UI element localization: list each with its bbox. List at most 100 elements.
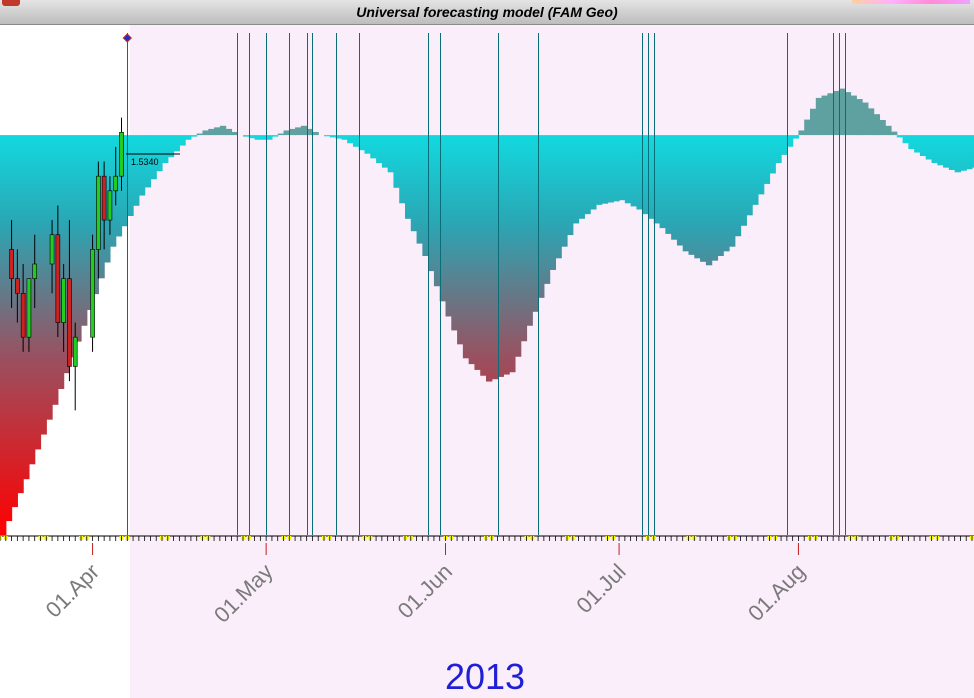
forecast-bar bbox=[185, 135, 192, 140]
forecast-bar bbox=[497, 135, 504, 377]
forecast-bar bbox=[52, 135, 59, 405]
forecast-bar bbox=[746, 135, 753, 216]
forecast-bar bbox=[613, 135, 620, 202]
forecast-bar-up bbox=[873, 114, 881, 136]
candle-body bbox=[101, 175, 107, 221]
candle-body bbox=[67, 278, 72, 367]
forecast-bar bbox=[937, 135, 944, 166]
forecast-bar bbox=[335, 135, 342, 139]
forecast-bar-up bbox=[300, 125, 308, 136]
forecast-bar bbox=[549, 135, 557, 270]
forecast-bar bbox=[561, 135, 568, 247]
forecast-bar bbox=[474, 135, 481, 370]
forecast-bar-up bbox=[208, 128, 215, 136]
forecast-bar bbox=[757, 135, 765, 195]
forecast-bar bbox=[0, 135, 7, 535]
forecast-bar bbox=[57, 135, 65, 389]
forecast-bar bbox=[167, 135, 175, 158]
forecast-bar bbox=[717, 135, 724, 256]
forecast-bar bbox=[619, 135, 626, 201]
forecast-bar bbox=[914, 135, 921, 153]
forecast-bar-up bbox=[867, 108, 875, 136]
forecast-bar bbox=[86, 135, 94, 310]
forecast-bar bbox=[69, 135, 76, 358]
price-candles bbox=[9, 117, 124, 411]
forecast-bar bbox=[324, 135, 331, 137]
forecast-bar-up bbox=[798, 130, 805, 136]
forecast-bar bbox=[676, 135, 684, 246]
forecast-bar-up bbox=[833, 90, 840, 136]
forecast-bar bbox=[405, 135, 412, 219]
forecast-bar bbox=[34, 135, 42, 450]
forecast-bar-up bbox=[295, 127, 302, 136]
forecast-bar bbox=[433, 135, 441, 287]
forecast-bar bbox=[138, 135, 146, 196]
forecast-bar bbox=[688, 135, 695, 255]
forecast-bar-up bbox=[885, 125, 892, 136]
forecast-bar-up bbox=[219, 125, 227, 136]
forecast-bar bbox=[480, 135, 487, 376]
forecast-bar bbox=[607, 135, 614, 203]
forecast-bar bbox=[190, 135, 198, 137]
forecast-bar bbox=[410, 135, 418, 232]
forecast-bar bbox=[144, 135, 152, 188]
forecast-bar bbox=[243, 135, 250, 137]
forecast-bar bbox=[734, 135, 742, 237]
forecast-bar bbox=[775, 135, 782, 163]
forecast-bar bbox=[555, 135, 562, 259]
candle-body bbox=[15, 278, 20, 294]
forecast-bar bbox=[358, 135, 366, 151]
current-price-marker: 1.5340 bbox=[126, 153, 180, 167]
forecast-bar bbox=[954, 135, 962, 173]
forecast-bar bbox=[98, 135, 105, 279]
forecast-bar-up bbox=[844, 92, 852, 136]
forecast-bar bbox=[468, 135, 476, 365]
forecast-bar bbox=[700, 135, 707, 262]
forecast-bar bbox=[902, 135, 909, 144]
current-date-marker bbox=[122, 33, 132, 43]
forecast-bar bbox=[671, 135, 678, 240]
forecast-bar-up bbox=[891, 131, 898, 136]
close-icon[interactable] bbox=[2, 0, 20, 6]
forecast-bar bbox=[75, 135, 82, 342]
forecast-bar bbox=[740, 135, 747, 226]
forecast-bar bbox=[451, 135, 458, 331]
forecast-bar bbox=[792, 135, 800, 139]
forecast-bar bbox=[642, 135, 649, 215]
forecast-bar bbox=[109, 135, 117, 247]
forecast-bar bbox=[648, 135, 655, 219]
forecast-bar bbox=[127, 135, 134, 217]
forecast-bar bbox=[509, 135, 516, 373]
forecast-bar bbox=[341, 135, 348, 140]
price-label: 1.5340 bbox=[131, 157, 159, 167]
forecast-bar bbox=[393, 135, 400, 188]
forecast-bar-up bbox=[225, 128, 233, 136]
forecast-bar bbox=[919, 135, 927, 157]
forecast-bar bbox=[659, 135, 666, 229]
forecast-bar bbox=[23, 135, 30, 480]
forecast-bars bbox=[0, 88, 974, 535]
forecast-bar bbox=[781, 135, 788, 155]
forecast-bar bbox=[943, 135, 950, 168]
forecast-bar-up bbox=[196, 133, 204, 136]
forecast-bar bbox=[104, 135, 111, 263]
forecast-bar bbox=[381, 135, 389, 168]
forecast-bar bbox=[81, 135, 88, 326]
forecast-bar-up bbox=[283, 130, 290, 136]
forecast-bar bbox=[630, 135, 638, 207]
forecast-bar bbox=[133, 135, 140, 206]
color-strip bbox=[852, 0, 970, 4]
forecast-bar bbox=[590, 135, 597, 210]
candle-body bbox=[20, 292, 26, 338]
forecast-bar-up bbox=[306, 128, 314, 136]
forecast-bar bbox=[636, 135, 643, 210]
candle-body bbox=[90, 249, 95, 338]
forecast-bar bbox=[28, 135, 36, 465]
forecast-bar bbox=[352, 135, 360, 147]
chart-title: Universal forecasting model (FAM Geo) bbox=[356, 4, 618, 20]
forecast-bar bbox=[624, 135, 632, 204]
forecast-bar bbox=[578, 135, 585, 219]
forecast-bar bbox=[723, 135, 730, 252]
forecast-bar bbox=[486, 135, 493, 382]
forecast-bar-up bbox=[214, 127, 221, 136]
